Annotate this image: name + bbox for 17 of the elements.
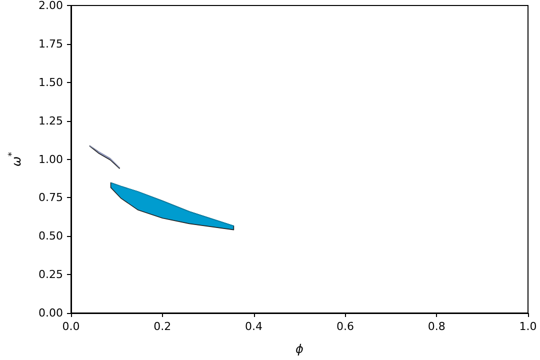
x-tick-label: 0.6 <box>336 320 354 333</box>
x-axis-title: ϕ <box>296 342 304 356</box>
y-tick-label: 1.25 <box>38 114 63 128</box>
y-tick-label: 0.25 <box>38 268 63 282</box>
x-tick-label: 1.0 <box>519 320 537 333</box>
y-tick-label: 1.00 <box>38 152 63 166</box>
y-tick-label: 0.75 <box>38 191 63 204</box>
y-tick-label: 1.75 <box>38 37 63 50</box>
y-axis-title: ω* <box>8 151 24 167</box>
x-tick-label: 0.4 <box>245 320 263 333</box>
y-tick-label: 0.00 <box>38 306 63 320</box>
x-tick-label: 0.2 <box>154 320 172 333</box>
y-tick-label: 1.50 <box>38 76 63 89</box>
x-tick-label: 0.0 <box>62 320 80 333</box>
x-tick-label: 0.8 <box>428 320 446 333</box>
y-tick-label: 2.00 <box>38 0 63 12</box>
y-tick-label: 0.50 <box>38 230 63 243</box>
